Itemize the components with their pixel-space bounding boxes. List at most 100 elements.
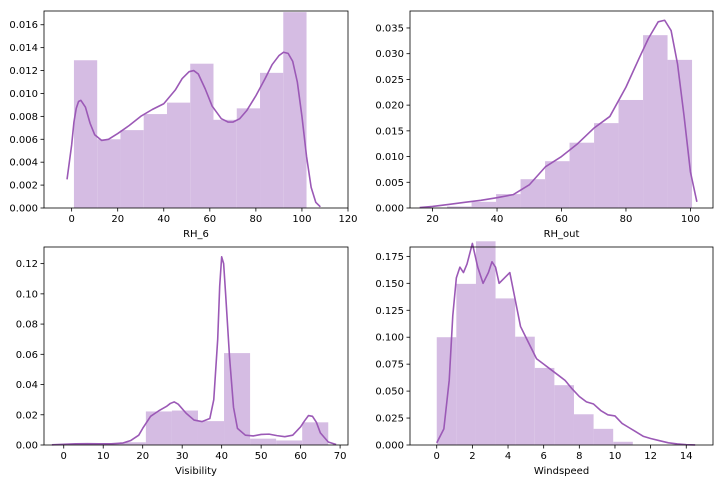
x-tick-label: 20 bbox=[136, 451, 149, 462]
axes-frame bbox=[43, 10, 349, 209]
x-tick-label: 0 bbox=[434, 451, 440, 462]
y-tick-label: 0.012 bbox=[9, 66, 38, 77]
histogram-bar bbox=[593, 428, 614, 445]
y-tick-label: 0.010 bbox=[9, 89, 38, 100]
histogram-bar bbox=[520, 179, 546, 208]
y-tick-label: 0.020 bbox=[375, 101, 404, 112]
x-tick-label: 20 bbox=[111, 214, 124, 225]
histogram-bar bbox=[573, 414, 594, 445]
y-tick-label: 0.006 bbox=[9, 135, 38, 146]
y-tick-label: 0.02 bbox=[16, 410, 38, 421]
histogram-bar bbox=[475, 241, 496, 445]
y-tick-label: 0.002 bbox=[9, 181, 38, 192]
x-tick-label: 80 bbox=[250, 214, 263, 225]
y-tick-label: 0.025 bbox=[375, 414, 404, 425]
y-tick-label: 0.030 bbox=[375, 49, 404, 60]
x-tick-label: 6 bbox=[540, 451, 546, 462]
histogram-bar bbox=[496, 194, 521, 208]
y-tick-label: 0.100 bbox=[375, 333, 404, 344]
histogram-bar bbox=[67, 444, 94, 445]
histogram-bar bbox=[534, 367, 555, 445]
y-tick-label: 0.010 bbox=[375, 152, 404, 163]
histogram-bar bbox=[456, 283, 476, 445]
rh-out-histogram-panel: 20 40 60 80 100 0.000 0.005 0.010 0.015 0.020 0.02… bbox=[375, 10, 714, 240]
histogram-bar bbox=[618, 99, 644, 208]
x-tick-label: 10 bbox=[609, 451, 622, 462]
x-tick-label: 60 bbox=[294, 451, 307, 462]
x-tick-label: 60 bbox=[555, 214, 568, 225]
x-tick-label: 20 bbox=[426, 214, 439, 225]
histogram-bar bbox=[545, 161, 570, 208]
y-tick-label: 0.125 bbox=[375, 306, 404, 317]
axes-frame bbox=[409, 246, 714, 446]
histogram-bar bbox=[250, 438, 277, 445]
histogram-bar bbox=[302, 422, 329, 445]
kde-line bbox=[66, 51, 321, 208]
x-axis-label: RH_6 bbox=[183, 229, 209, 240]
histogram-bar bbox=[569, 142, 595, 208]
y-tick-label: 0.005 bbox=[375, 178, 404, 189]
x-tick-label: 14 bbox=[680, 451, 693, 462]
y-tick-label: 0.175 bbox=[375, 252, 404, 263]
histogram-bar bbox=[213, 119, 237, 208]
y-tick-label: 0.035 bbox=[375, 23, 404, 34]
x-tick-label: 12 bbox=[644, 451, 657, 462]
histogram-bar bbox=[190, 63, 214, 208]
histogram-bar bbox=[471, 201, 497, 208]
x-tick-label: 100 bbox=[292, 214, 311, 225]
x-tick-label: 0 bbox=[61, 451, 67, 462]
kde-line bbox=[51, 256, 337, 446]
histogram-bar bbox=[166, 102, 191, 208]
rh-6-histogram-panel: 0 20 40 60 80 100 120 0.000 0.002 0.004 0.006 0.008… bbox=[9, 10, 358, 240]
visibility-histogram-panel: 0 10 20 30 40 50 60 70 0.00 0.02 0.04 0.06 0.08 0.10 0… bbox=[16, 246, 349, 477]
x-tick-label: 50 bbox=[255, 451, 268, 462]
x-tick-label: 120 bbox=[338, 214, 357, 225]
y-tick-label: 0.075 bbox=[375, 360, 404, 371]
y-tick-label: 0.12 bbox=[16, 259, 38, 270]
y-tick-label: 0.050 bbox=[375, 387, 404, 398]
x-tick-label: 0 bbox=[68, 214, 74, 225]
x-tick-label: 80 bbox=[620, 214, 633, 225]
histogram-bar bbox=[554, 385, 574, 445]
y-tick-label: 0.004 bbox=[9, 158, 38, 169]
y-tick-label: 0.06 bbox=[16, 350, 38, 361]
y-tick-label: 0.000 bbox=[375, 441, 404, 452]
x-tick-label: 2 bbox=[469, 451, 475, 462]
x-axis-label: Windspeed bbox=[534, 466, 589, 477]
histogram-bar bbox=[119, 442, 146, 445]
y-tick-label: 0.016 bbox=[9, 20, 38, 31]
x-tick-label: 100 bbox=[681, 214, 700, 225]
y-tick-label: 0.008 bbox=[9, 112, 38, 123]
windspeed-histogram-panel: 0 2 4 6 8 10 12 14 0.000 0.025 0.050 0.075 0.100 0.12… bbox=[375, 241, 714, 477]
y-tick-label: 0.10 bbox=[16, 289, 38, 300]
x-tick-label: 60 bbox=[203, 214, 216, 225]
histogram-bar bbox=[447, 206, 472, 208]
histogram-bar bbox=[495, 298, 516, 445]
histogram-bar bbox=[613, 441, 633, 445]
x-tick-label: 40 bbox=[157, 214, 170, 225]
y-tick-label: 0.150 bbox=[375, 279, 404, 290]
histogram-bar bbox=[224, 353, 251, 445]
histogram-bar bbox=[283, 12, 307, 209]
histogram-bar bbox=[643, 35, 668, 208]
histogram-bar bbox=[97, 139, 121, 208]
x-tick-label: 40 bbox=[215, 451, 228, 462]
histogram-bar bbox=[515, 336, 535, 445]
axes-frame bbox=[43, 246, 349, 446]
y-tick-label: 0.014 bbox=[9, 43, 38, 54]
histogram-bar bbox=[120, 130, 144, 208]
y-tick-label: 0.000 bbox=[375, 204, 404, 215]
x-axis-label: Visibility bbox=[175, 466, 217, 477]
kde-line bbox=[436, 242, 696, 446]
histogram-bar bbox=[171, 410, 198, 445]
x-tick-label: 30 bbox=[176, 451, 189, 462]
histogram-bar bbox=[236, 108, 261, 208]
kde-line bbox=[419, 19, 698, 209]
histogram-bar bbox=[73, 60, 98, 208]
y-tick-label: 0.000 bbox=[9, 204, 38, 215]
x-tick-label: 10 bbox=[97, 451, 110, 462]
y-tick-label: 0.015 bbox=[375, 126, 404, 137]
x-axis-label: RH_out bbox=[544, 229, 580, 240]
x-tick-label: 8 bbox=[576, 451, 582, 462]
